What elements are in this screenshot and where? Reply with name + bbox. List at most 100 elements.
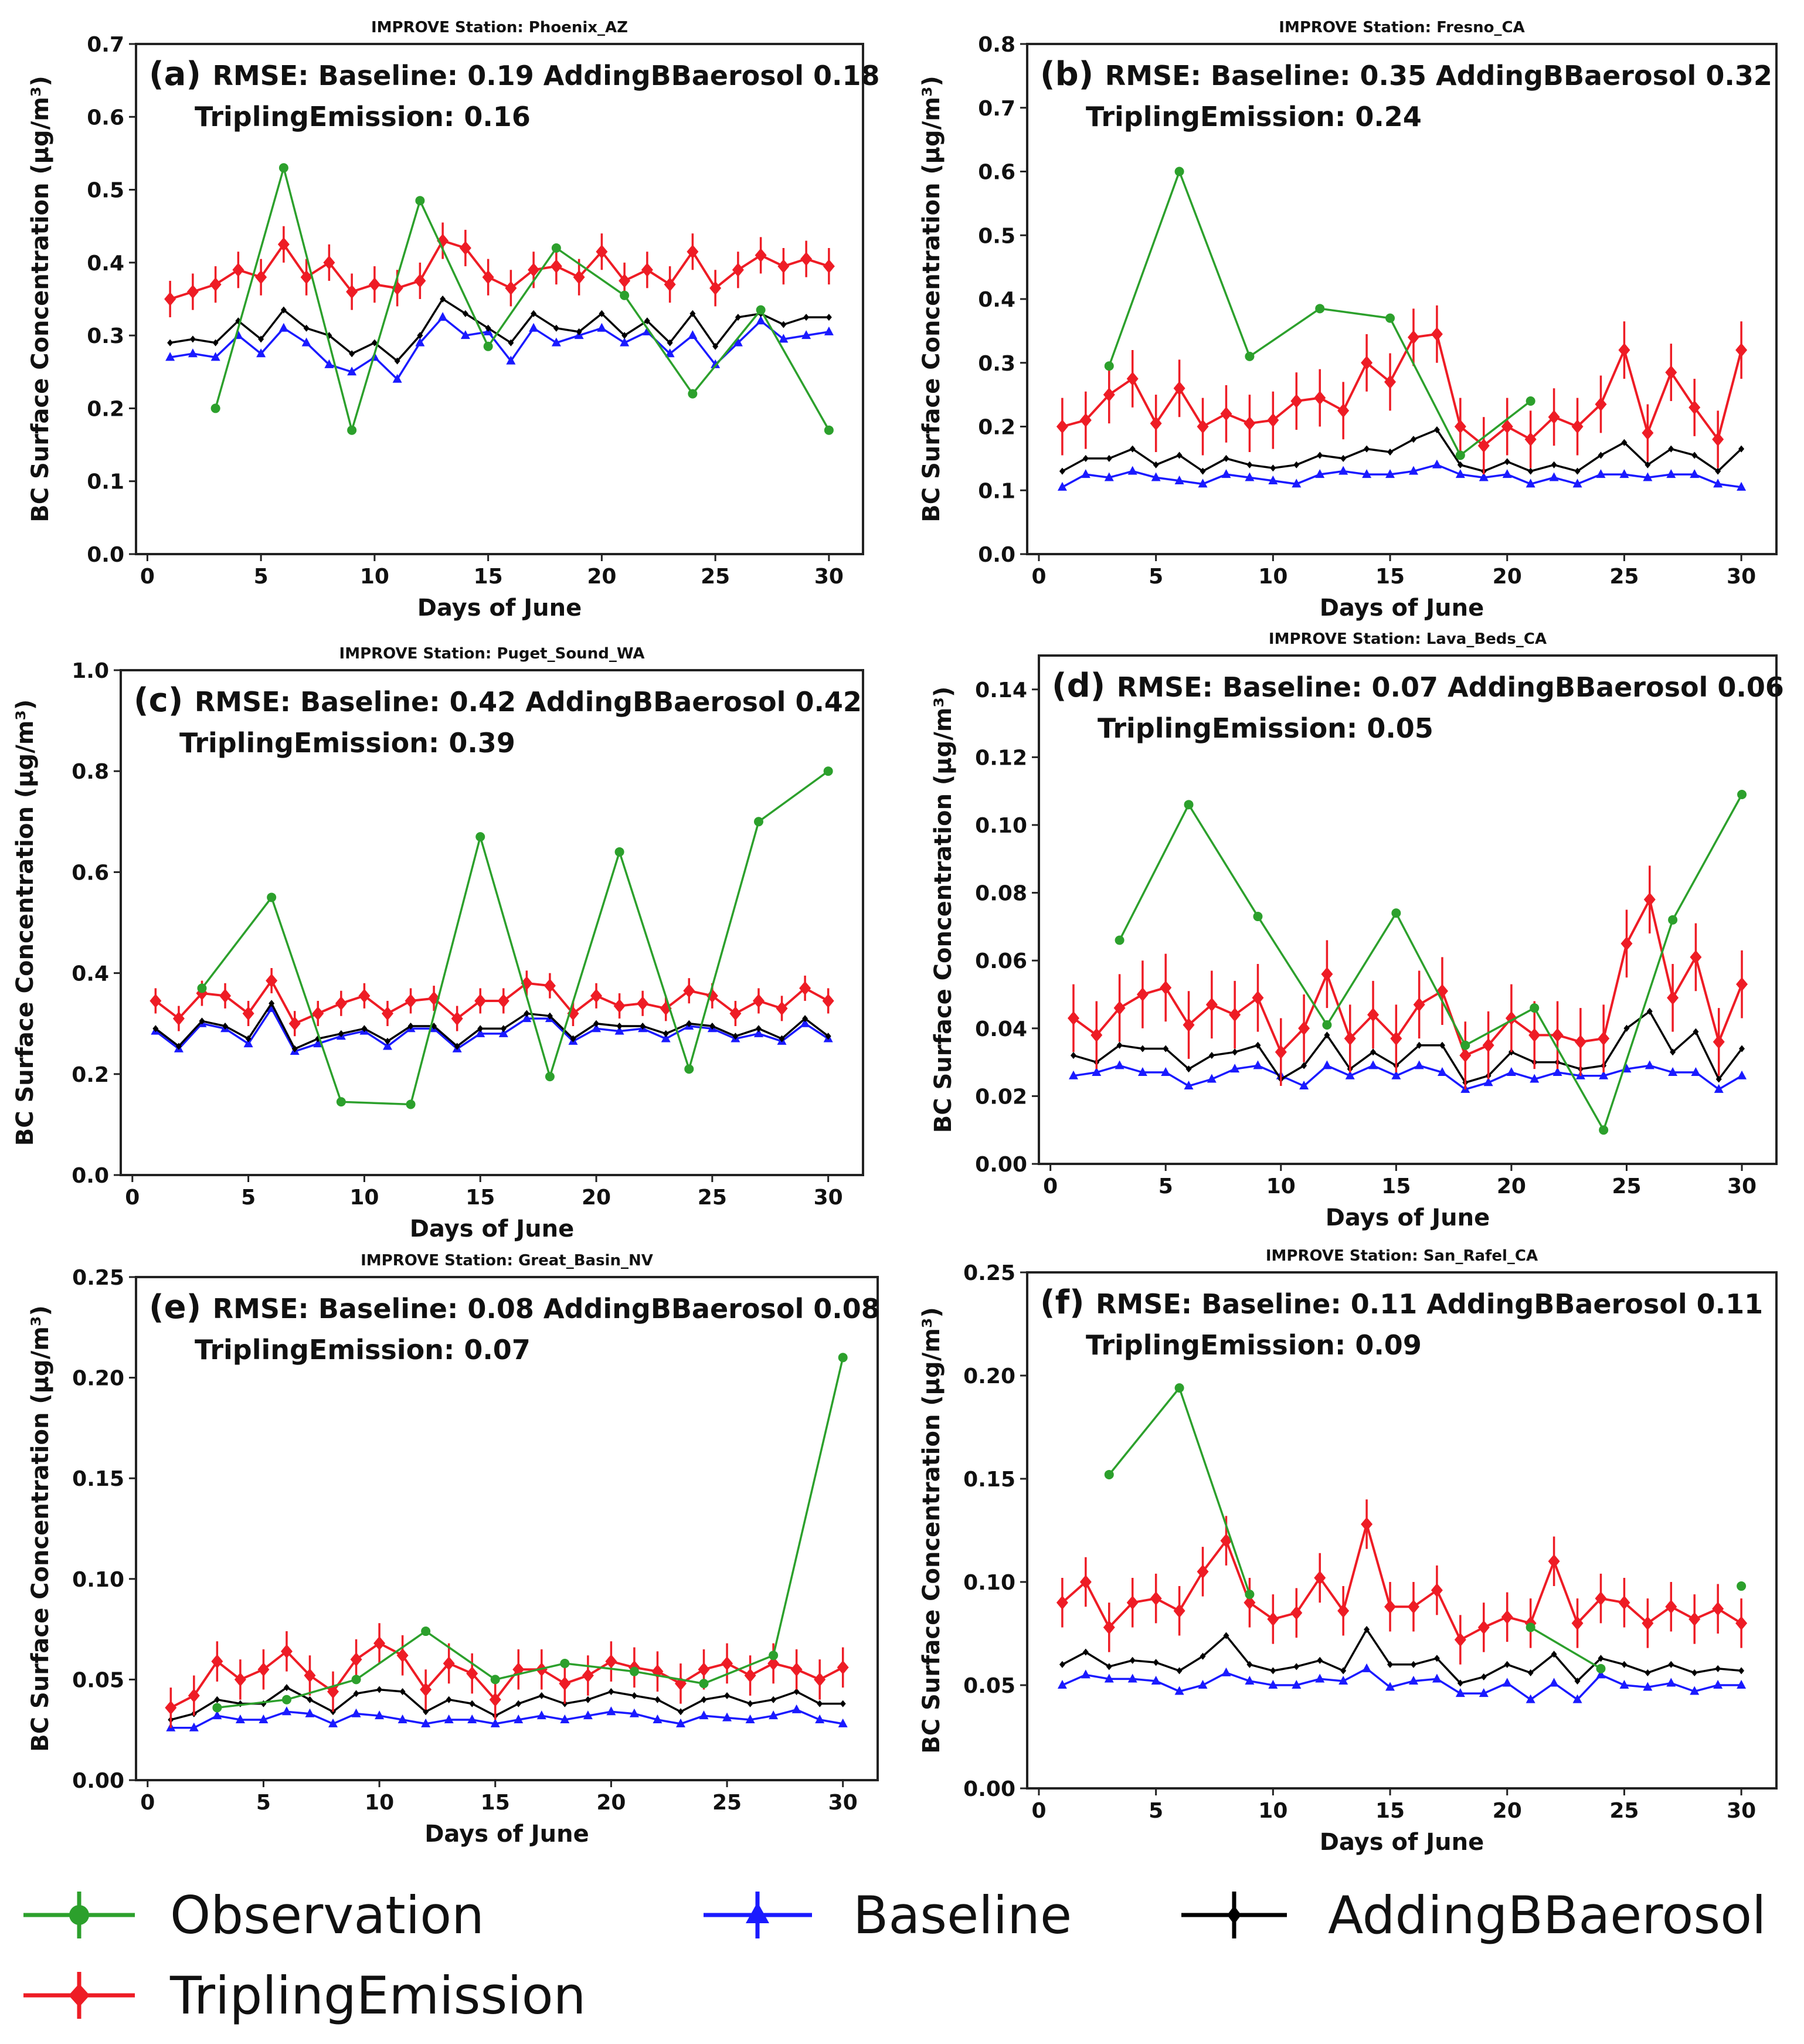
series-addingbbaerosol xyxy=(152,1000,831,1052)
data-point xyxy=(1571,419,1584,434)
data-point xyxy=(1527,467,1534,475)
data-point xyxy=(779,334,789,343)
data-point xyxy=(1619,1680,1629,1689)
data-point xyxy=(1735,1616,1748,1631)
data-point xyxy=(1689,400,1701,415)
data-point xyxy=(631,1692,637,1699)
data-point xyxy=(1410,436,1416,443)
data-point xyxy=(164,292,176,306)
data-point xyxy=(1455,450,1465,460)
data-point xyxy=(500,1025,507,1033)
data-point xyxy=(376,1686,383,1693)
data-point xyxy=(1106,1663,1112,1670)
data-point xyxy=(277,237,290,252)
y-tick-label: 0.8 xyxy=(978,33,1015,57)
data-point xyxy=(328,1718,338,1727)
data-point xyxy=(1223,454,1229,462)
data-point xyxy=(485,324,491,332)
data-point xyxy=(1245,1590,1255,1600)
data-point xyxy=(1387,449,1394,456)
data-point xyxy=(538,1692,545,1699)
data-point xyxy=(336,1097,346,1107)
data-point xyxy=(443,1656,455,1670)
data-point xyxy=(582,1668,594,1683)
data-point xyxy=(559,1676,571,1691)
data-point xyxy=(597,322,607,332)
panel-title: IMPROVE Station: Puget_Sound_WA xyxy=(339,645,645,663)
data-point xyxy=(1104,361,1114,371)
data-point xyxy=(1410,1661,1416,1668)
data-point xyxy=(440,296,446,303)
data-point xyxy=(1126,1595,1139,1610)
legend-item-triplingemission: TriplingEmission xyxy=(23,1965,586,2026)
data-point xyxy=(459,241,471,255)
y-axis-label: BC Surface Concentration (μg/m³) xyxy=(27,1305,54,1752)
x-tick-label: 5 xyxy=(1158,1174,1173,1198)
data-point xyxy=(1739,1045,1745,1052)
x-tick-label: 0 xyxy=(140,1791,155,1815)
data-point xyxy=(188,1688,200,1703)
data-point xyxy=(1460,1040,1470,1050)
y-tick-label: 0.6 xyxy=(978,161,1015,185)
y-tick-label: 0.4 xyxy=(978,288,1015,312)
data-point xyxy=(1572,1694,1582,1703)
data-point xyxy=(1245,351,1255,361)
data-point xyxy=(776,1001,788,1016)
data-point xyxy=(1337,1604,1350,1618)
plot-frame xyxy=(1038,654,1778,1165)
data-point xyxy=(1207,1074,1217,1083)
x-axis-label: Days of June xyxy=(1320,1829,1484,1856)
data-point xyxy=(1293,461,1300,468)
data-point xyxy=(1551,461,1557,468)
series-line xyxy=(214,164,830,434)
y-tick-label: 0.00 xyxy=(963,1777,1015,1801)
data-point xyxy=(291,1045,298,1052)
data-point xyxy=(620,290,630,300)
data-point xyxy=(1245,472,1255,481)
data-point xyxy=(323,255,335,270)
series-observation xyxy=(1115,789,1747,1135)
data-point xyxy=(1432,1673,1442,1683)
y-tick-label: 0.00 xyxy=(72,1769,124,1793)
y-tick-label: 0.1 xyxy=(978,479,1015,503)
data-point xyxy=(1229,1007,1241,1022)
data-point xyxy=(1183,1018,1195,1033)
data-point xyxy=(654,1696,661,1703)
data-point xyxy=(1642,1616,1654,1631)
data-point xyxy=(278,322,288,332)
data-point xyxy=(1549,472,1559,481)
y-axis-label: BC Surface Concentration (μg/m³) xyxy=(918,76,945,522)
data-point xyxy=(1370,1048,1377,1056)
data-point xyxy=(1737,1581,1747,1591)
x-tick-label: 5 xyxy=(1149,565,1163,589)
data-point xyxy=(1528,1028,1541,1043)
data-point xyxy=(712,342,719,350)
plot-frame xyxy=(120,669,864,1176)
chart-panel: IMPROVE Station: Puget_Sound_WA 0 5 10 15 20 2… xyxy=(12,645,864,1242)
data-point xyxy=(1574,467,1581,475)
data-point xyxy=(1596,1669,1606,1679)
series-addingbbaerosol xyxy=(1059,1625,1745,1687)
data-point xyxy=(256,348,266,358)
data-point xyxy=(1713,478,1723,488)
data-point xyxy=(701,1696,707,1703)
rmse-annotation: (c) RMSE: Baseline: 0.42 AddingBBaerosol… xyxy=(134,681,862,719)
data-point xyxy=(661,1033,671,1043)
data-point xyxy=(1290,394,1303,408)
data-point xyxy=(590,989,603,1003)
data-point xyxy=(482,270,494,284)
data-point xyxy=(1459,1048,1472,1063)
data-point xyxy=(1221,1667,1231,1676)
data-point xyxy=(524,1010,530,1017)
legend-label-baseline: Baseline xyxy=(853,1885,1072,1945)
data-point xyxy=(281,1695,291,1705)
rmse-annotation: (f) RMSE: Baseline: 0.11 AddingBBaerosol… xyxy=(1040,1284,1763,1322)
data-point xyxy=(266,973,278,988)
rmse-annotation-line2: TriplingEmission: 0.09 xyxy=(1086,1329,1422,1361)
y-tick-label: 0.8 xyxy=(72,760,109,784)
series-baseline xyxy=(166,1704,848,1731)
data-point xyxy=(729,1006,742,1021)
data-point xyxy=(570,1035,576,1043)
x-tick-label: 25 xyxy=(701,565,730,589)
data-point xyxy=(583,1710,593,1720)
